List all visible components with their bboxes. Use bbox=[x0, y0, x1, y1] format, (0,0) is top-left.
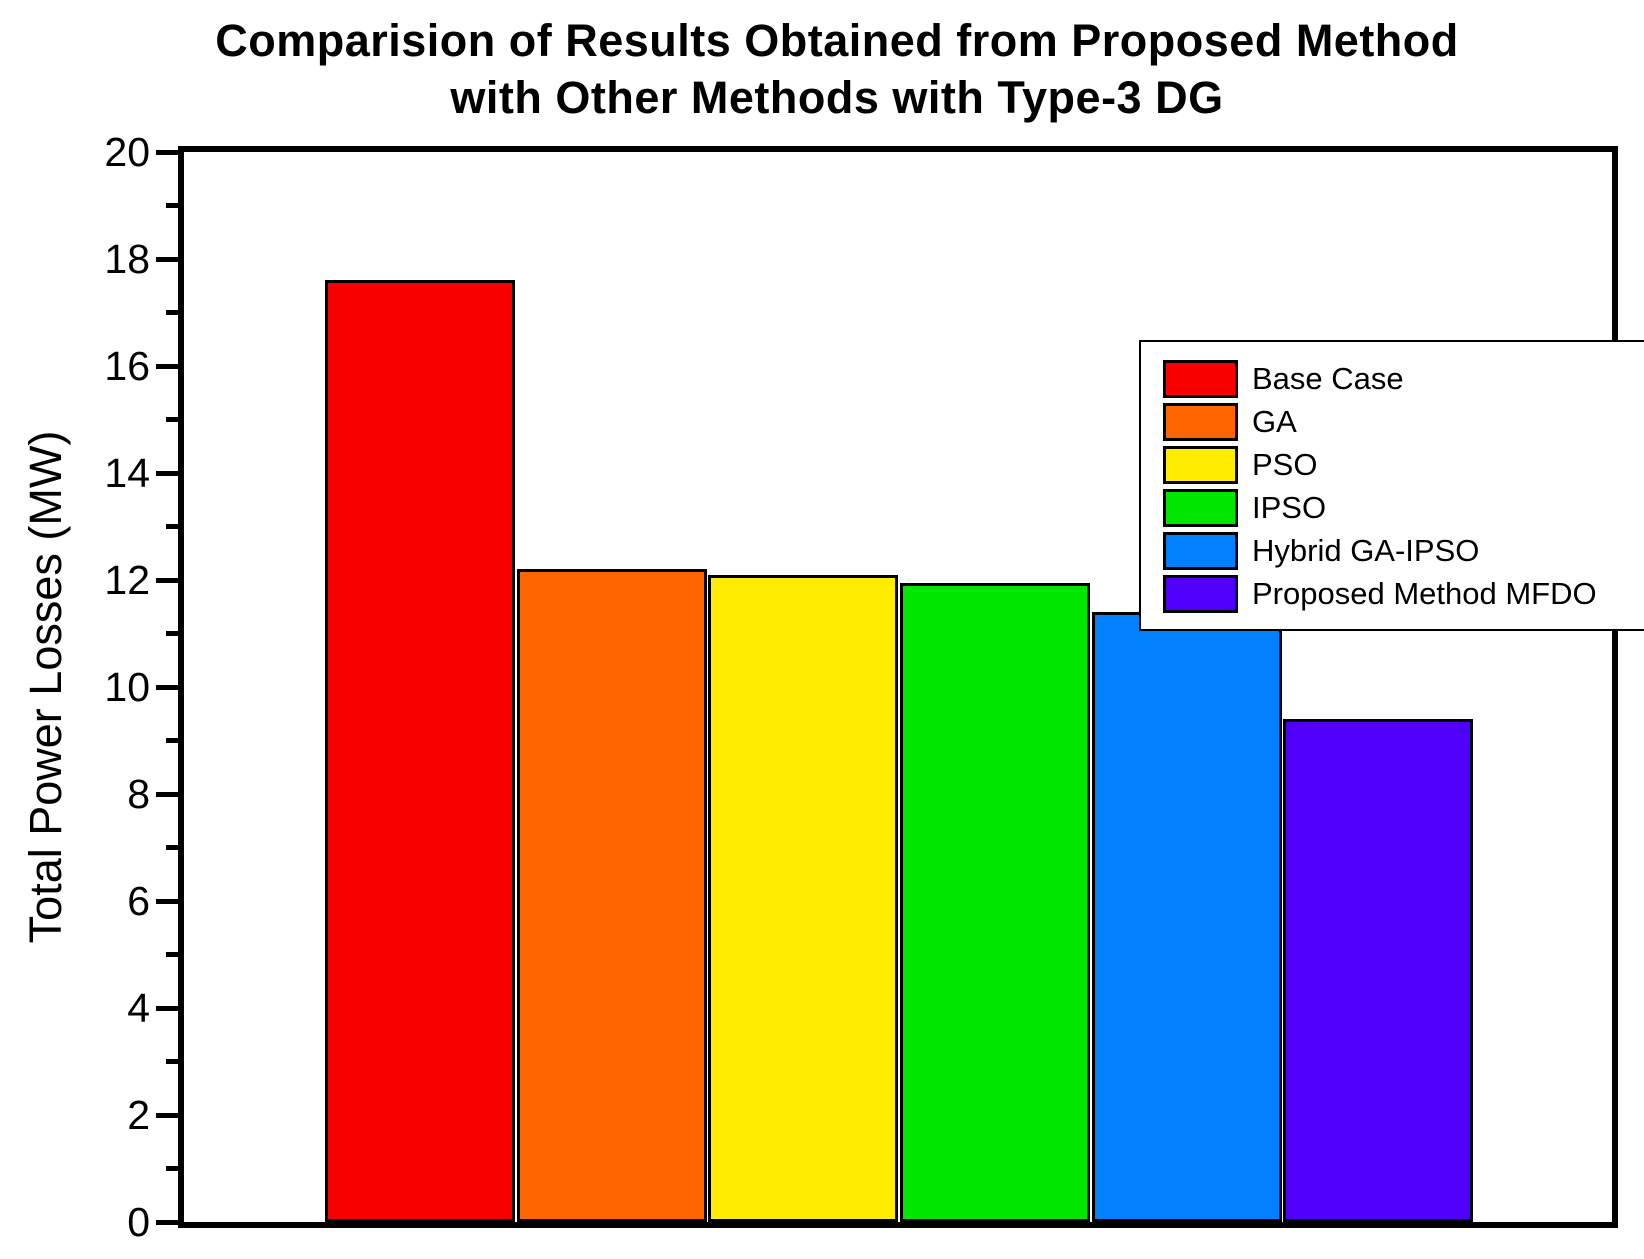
y-axis-major-tick bbox=[156, 577, 178, 583]
y-axis-minor-tick bbox=[166, 1059, 178, 1064]
y-axis-minor-tick bbox=[166, 310, 178, 315]
y-axis-tick-label: 4 bbox=[127, 985, 150, 1031]
y-axis-major-tick bbox=[156, 149, 178, 155]
y-axis-tick-label: 0 bbox=[127, 1199, 150, 1245]
y-axis-major-tick bbox=[156, 898, 178, 904]
legend-swatch bbox=[1163, 359, 1238, 398]
y-axis-minor-tick bbox=[166, 417, 178, 422]
y-axis-minor-tick bbox=[166, 738, 178, 743]
plot-area: Base Case GA PSO IPSO Hybrid GA-IPSO Proposed… bbox=[178, 146, 1644, 1228]
bar-hybrid-ga-ipso bbox=[1092, 612, 1282, 1222]
y-axis-minor-tick bbox=[166, 1166, 178, 1171]
y-axis-major-tick bbox=[156, 1112, 178, 1118]
y-axis-minor-tick bbox=[166, 952, 178, 957]
y-axis-tick-label: 12 bbox=[104, 557, 150, 603]
bar-pso bbox=[708, 575, 898, 1222]
y-axis-minor-tick bbox=[166, 845, 178, 850]
y-axis-major-tick bbox=[156, 1219, 178, 1225]
y-axis-major-tick bbox=[156, 684, 178, 690]
legend-swatch bbox=[1163, 574, 1238, 613]
y-axis-major-tick bbox=[156, 256, 178, 262]
bar-base-case bbox=[325, 280, 515, 1222]
legend-swatch bbox=[1163, 402, 1238, 441]
legend-item: PSO bbox=[1163, 443, 1644, 486]
legend-label: PSO bbox=[1252, 446, 1318, 482]
y-axis-tick-label: 10 bbox=[104, 664, 150, 710]
chart-title: Comparision of Results Obtained from Pro… bbox=[30, 12, 1644, 126]
y-axis-tick-label: 2 bbox=[127, 1092, 150, 1138]
y-axis-major-tick bbox=[156, 363, 178, 369]
chart-title-line2: with Other Methods with Type-3 DG bbox=[450, 72, 1224, 123]
legend-item: Base Case bbox=[1163, 357, 1644, 400]
legend-label: Proposed Method MFDO bbox=[1252, 575, 1597, 611]
legend-swatch bbox=[1163, 531, 1238, 570]
y-axis: 0 2 4 6 8 10 12 14 16 18 20 bbox=[0, 130, 178, 1244]
legend-label: IPSO bbox=[1252, 489, 1327, 525]
legend-item: Hybrid GA-IPSO bbox=[1163, 529, 1644, 572]
bar-proposed-method-mfdo bbox=[1283, 719, 1473, 1222]
legend-label: GA bbox=[1252, 403, 1297, 439]
chart-title-line1: Comparision of Results Obtained from Pro… bbox=[215, 15, 1459, 66]
bar-ga bbox=[517, 569, 707, 1222]
y-axis-tick-label: 14 bbox=[104, 450, 150, 496]
legend-item: IPSO bbox=[1163, 486, 1644, 529]
y-axis-minor-tick bbox=[166, 631, 178, 636]
legend-item: Proposed Method MFDO bbox=[1163, 572, 1644, 615]
y-axis-tick-label: 8 bbox=[127, 771, 150, 817]
y-axis-tick-label: 16 bbox=[104, 343, 150, 389]
y-axis-major-tick bbox=[156, 470, 178, 476]
y-axis-major-tick bbox=[156, 791, 178, 797]
bar-ipso bbox=[900, 583, 1090, 1222]
y-axis-minor-tick bbox=[166, 203, 178, 208]
legend-label: Hybrid GA-IPSO bbox=[1252, 532, 1480, 568]
y-axis-tick-label: 18 bbox=[104, 236, 150, 282]
legend: Base Case GA PSO IPSO Hybrid GA-IPSO Proposed… bbox=[1139, 340, 1644, 631]
bars-layer bbox=[184, 152, 1612, 1222]
legend-label: Base Case bbox=[1252, 360, 1404, 396]
y-axis-major-tick bbox=[156, 1005, 178, 1011]
legend-item: GA bbox=[1163, 400, 1644, 443]
legend-swatch bbox=[1163, 488, 1238, 527]
y-axis-tick-label: 20 bbox=[104, 129, 150, 175]
y-axis-tick-label: 6 bbox=[127, 878, 150, 924]
legend-swatch bbox=[1163, 445, 1238, 484]
y-axis-minor-tick bbox=[166, 524, 178, 529]
